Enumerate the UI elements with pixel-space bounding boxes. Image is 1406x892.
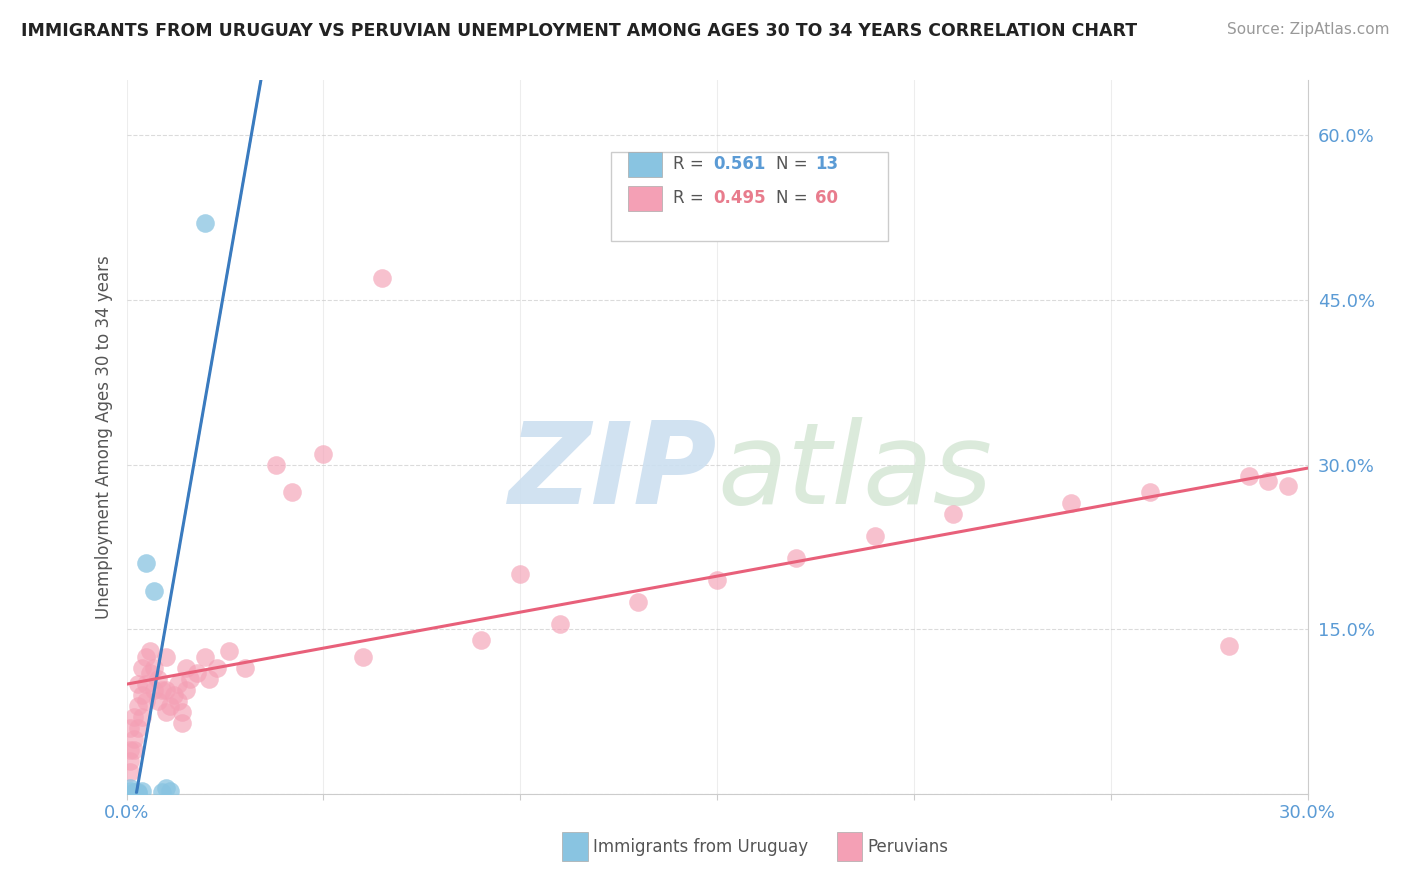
Point <box>1139 485 1161 500</box>
Text: atlas: atlas <box>717 417 993 528</box>
Point <box>127 786 149 800</box>
Point <box>135 693 157 707</box>
Point <box>281 485 304 500</box>
Point <box>205 660 228 674</box>
Point <box>863 529 886 543</box>
Point <box>706 573 728 587</box>
Text: Immigrants from Uruguay: Immigrants from Uruguay <box>593 838 808 855</box>
Point <box>131 710 153 724</box>
Point <box>155 649 177 664</box>
Point <box>163 688 186 702</box>
Point <box>127 699 149 714</box>
Point <box>264 458 287 472</box>
Point <box>155 781 177 796</box>
Point <box>150 682 173 697</box>
Point <box>124 743 146 757</box>
Point <box>155 705 177 719</box>
Point <box>155 682 177 697</box>
Text: Source: ZipAtlas.com: Source: ZipAtlas.com <box>1226 22 1389 37</box>
Point <box>179 672 201 686</box>
Point <box>124 786 146 800</box>
Point <box>198 672 221 686</box>
Point <box>124 731 146 746</box>
Point <box>170 705 193 719</box>
Point <box>174 682 197 697</box>
Point <box>1277 479 1299 493</box>
Point <box>120 721 142 735</box>
Point <box>174 660 197 674</box>
Point <box>124 785 146 799</box>
Point <box>127 677 149 691</box>
Point <box>150 785 173 799</box>
Point <box>548 616 571 631</box>
Point <box>1060 496 1083 510</box>
Point <box>170 715 193 730</box>
Point <box>135 557 157 571</box>
Point <box>352 649 374 664</box>
Point <box>120 754 142 768</box>
Point <box>143 583 166 598</box>
Point <box>120 783 142 797</box>
Point <box>120 764 142 779</box>
Text: ZIP: ZIP <box>509 417 717 528</box>
Point <box>166 693 188 707</box>
Point <box>143 682 166 697</box>
Point <box>159 699 181 714</box>
Point <box>186 666 208 681</box>
Point <box>1218 639 1240 653</box>
Point <box>1257 474 1279 488</box>
Point <box>120 781 142 796</box>
Point <box>312 446 335 460</box>
Text: N =: N = <box>776 189 813 207</box>
Text: R =: R = <box>673 189 710 207</box>
Point <box>139 666 162 681</box>
Point <box>146 672 169 686</box>
Text: 60: 60 <box>815 189 838 207</box>
Text: IMMIGRANTS FROM URUGUAY VS PERUVIAN UNEMPLOYMENT AMONG AGES 30 TO 34 YEARS CORRE: IMMIGRANTS FROM URUGUAY VS PERUVIAN UNEM… <box>21 22 1137 40</box>
Text: R =: R = <box>673 155 710 173</box>
Point <box>131 783 153 797</box>
FancyBboxPatch shape <box>610 152 889 241</box>
Point <box>371 271 394 285</box>
Text: N =: N = <box>776 155 813 173</box>
Point <box>166 677 188 691</box>
Bar <box>628 186 662 211</box>
Point <box>470 633 492 648</box>
Point <box>627 595 650 609</box>
Point <box>131 688 153 702</box>
Point <box>143 660 166 674</box>
Point <box>139 644 162 658</box>
Point <box>127 721 149 735</box>
Point <box>942 507 965 521</box>
Point <box>124 710 146 724</box>
Point <box>194 649 217 664</box>
Point <box>509 567 531 582</box>
Point <box>127 785 149 799</box>
Point <box>159 783 181 797</box>
Point <box>233 660 256 674</box>
Y-axis label: Unemployment Among Ages 30 to 34 years: Unemployment Among Ages 30 to 34 years <box>94 255 112 619</box>
Text: 13: 13 <box>815 155 838 173</box>
Text: 0.495: 0.495 <box>713 189 766 207</box>
Point <box>135 649 157 664</box>
Point <box>135 677 157 691</box>
Point <box>1237 468 1260 483</box>
Point <box>218 644 240 658</box>
Point <box>785 550 807 565</box>
Bar <box>628 152 662 177</box>
Point <box>194 216 217 230</box>
Point <box>146 693 169 707</box>
Text: Peruvians: Peruvians <box>868 838 949 855</box>
Point <box>120 743 142 757</box>
Text: 0.561: 0.561 <box>713 155 766 173</box>
Point <box>131 660 153 674</box>
